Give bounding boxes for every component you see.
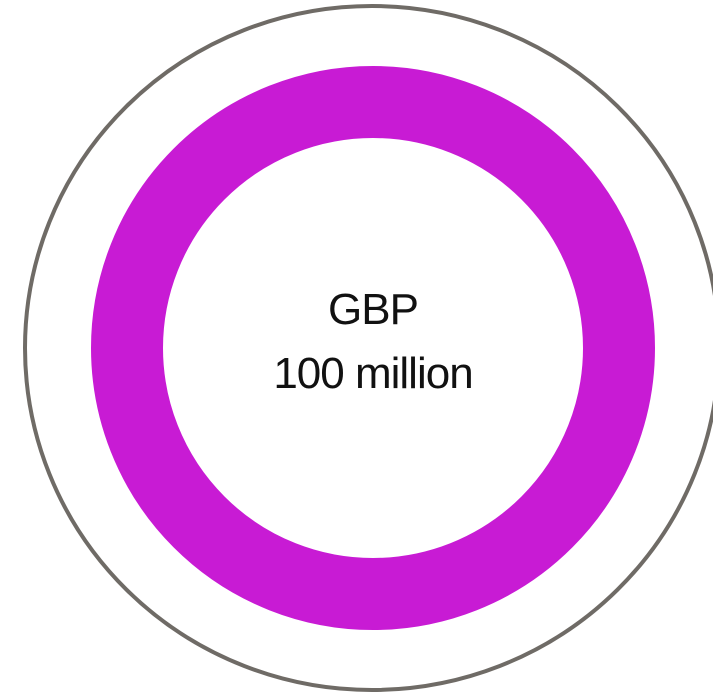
inner-ring xyxy=(91,66,655,630)
currency-label: GBP xyxy=(328,285,419,334)
outer-ring xyxy=(23,4,713,692)
amount-value: 100 million xyxy=(273,349,473,398)
amount-label: GBP 100 million xyxy=(173,278,573,406)
